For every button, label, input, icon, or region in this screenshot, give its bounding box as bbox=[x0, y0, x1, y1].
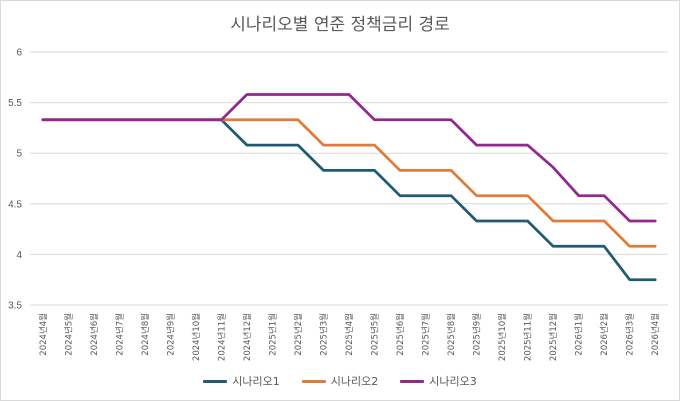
x-tick-label: 2025년6월 bbox=[395, 313, 406, 356]
x-tick-label: 2025년3월 bbox=[318, 313, 329, 356]
x-tick-label: 2025년10월 bbox=[497, 313, 508, 361]
x-tick-label: 2025년5월 bbox=[370, 313, 381, 356]
x-tick-label: 2025년9월 bbox=[472, 313, 483, 356]
legend: 시나리오1 시나리오2 시나리오3 bbox=[0, 373, 680, 389]
legend-item-2: 시나리오2 bbox=[301, 373, 379, 389]
x-tick-label: 2024년7월 bbox=[114, 313, 125, 356]
x-axis-ticks: 2024년4월 2024년5월 2024년6월 2024년7월 2024년8월 2024년… bbox=[38, 313, 661, 361]
chart-title: 시나리오별 연준 정책금리 경로 bbox=[230, 15, 450, 35]
x-tick-label: 2025년2월 bbox=[293, 313, 304, 356]
y-tick-label: 3.5 bbox=[8, 301, 22, 312]
x-tick-label: 2025년11월 bbox=[523, 313, 534, 361]
y-tick-label: 6 bbox=[16, 48, 22, 59]
x-tick-label: 2025년4월 bbox=[344, 313, 355, 356]
x-tick-label: 2026년2월 bbox=[599, 313, 610, 356]
x-tick-label: 2026년4월 bbox=[650, 313, 661, 356]
y-tick-label: 4 bbox=[16, 250, 22, 261]
x-tick-label: 2025년7월 bbox=[421, 313, 432, 356]
y-tick-label: 4.5 bbox=[8, 199, 22, 210]
series-lines bbox=[41, 93, 657, 282]
legend-swatch bbox=[400, 379, 425, 383]
legend-item-1: 시나리오1 bbox=[203, 373, 280, 389]
y-tick-label: 5.5 bbox=[8, 98, 22, 109]
x-tick-label: 2025년8월 bbox=[446, 313, 457, 356]
x-tick-label: 2024년8월 bbox=[140, 313, 151, 356]
x-tick-label: 2024년12월 bbox=[242, 313, 253, 361]
legend-label: 시나리오1 bbox=[232, 375, 280, 388]
x-tick-label: 2024년11월 bbox=[216, 313, 227, 361]
x-tick-label: 2024년6월 bbox=[89, 313, 100, 356]
series-line-3 bbox=[41, 93, 657, 223]
x-tick-label: 2024년5월 bbox=[63, 313, 74, 356]
x-tick-label: 2026년3월 bbox=[625, 313, 636, 356]
y-axis-ticks: 3.5 4 4.5 5 5.5 6 bbox=[8, 48, 22, 312]
x-tick-label: 2024년10월 bbox=[191, 313, 202, 361]
gridlines bbox=[30, 51, 668, 306]
x-tick-label: 2025년1월 bbox=[267, 313, 278, 356]
legend-swatch bbox=[203, 379, 228, 383]
x-tick-label: 2026년1월 bbox=[574, 313, 585, 356]
x-tick-label: 2025년12월 bbox=[548, 313, 559, 361]
y-tick-label: 5 bbox=[16, 149, 22, 160]
legend-swatch bbox=[301, 379, 326, 383]
x-tick-label: 2024년4월 bbox=[38, 313, 49, 356]
series-line-2 bbox=[41, 118, 657, 248]
x-tick-label: 2024년9월 bbox=[165, 313, 176, 356]
legend-label: 시나리오2 bbox=[330, 375, 379, 388]
legend-label: 시나리오3 bbox=[429, 375, 477, 388]
legend-item-3: 시나리오3 bbox=[400, 373, 477, 389]
